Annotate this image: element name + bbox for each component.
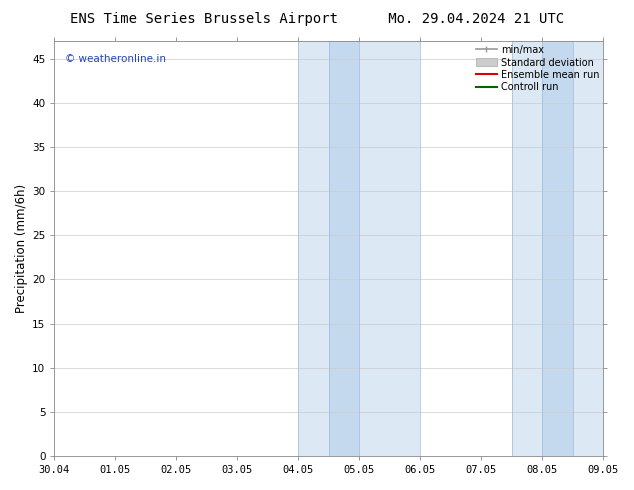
Text: ENS Time Series Brussels Airport      Mo. 29.04.2024 21 UTC: ENS Time Series Brussels Airport Mo. 29.… (70, 12, 564, 26)
Bar (512, 41, 542, 456)
Bar (359, 41, 420, 456)
Legend: min/max, Standard deviation, Ensemble mean run, Controll run: min/max, Standard deviation, Ensemble me… (474, 43, 602, 95)
Bar (329, 41, 359, 456)
Y-axis label: Precipitation (mm/6h): Precipitation (mm/6h) (15, 184, 28, 313)
Bar (542, 41, 573, 456)
Bar (299, 41, 329, 456)
Bar (573, 41, 604, 456)
Text: © weatheronline.in: © weatheronline.in (65, 54, 166, 64)
